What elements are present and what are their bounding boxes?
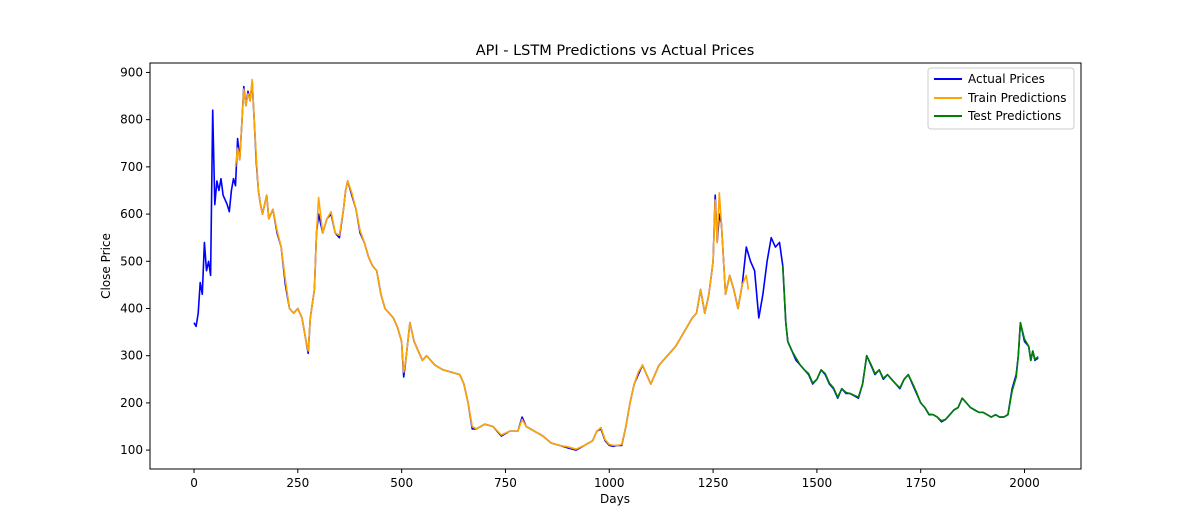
x-tick-label: 1000 [594,476,625,490]
legend: Actual Prices Train Predictions Test Pre… [927,67,1075,130]
x-tick-label: 750 [494,476,517,490]
x-axis: 0 250 500 750 1000 1250 1500 1750 2000 [190,469,1040,490]
x-tick-label: 0 [190,476,198,490]
x-tick-label: 1750 [905,476,936,490]
y-tick-label: 500 [120,254,143,268]
y-tick-label: 400 [120,301,143,315]
legend-entry-test-predictions: Test Predictions [967,109,1061,123]
y-axis: 100 200 300 400 500 600 700 800 900 [120,65,150,457]
y-tick-label: 900 [120,65,143,79]
y-tick-label: 200 [120,396,143,410]
chart-title: API - LSTM Predictions vs Actual Prices [476,43,755,59]
plot-area-frame [149,62,1082,470]
x-tick-label: 2000 [1009,476,1040,490]
x-tick-label: 250 [286,476,309,490]
series-line-train-predictions [234,78,750,451]
series-line-test-predictions [782,265,1039,422]
y-tick-label: 300 [120,349,143,363]
y-tick-label: 800 [120,113,143,127]
legend-entry-actual-prices: Actual Prices [968,72,1045,86]
x-tick-label: 1500 [802,476,833,490]
legend-frame [927,67,1075,130]
y-axis-label: Close Price [99,233,113,299]
y-tick-label: 700 [120,160,143,174]
series-layer [193,78,1039,451]
legend-entry-train-predictions: Train Predictions [967,91,1066,105]
x-tick-label: 1250 [698,476,729,490]
y-tick-label: 600 [120,207,143,221]
x-axis-label: Days [600,492,630,506]
y-tick-label: 100 [120,443,143,457]
x-tick-label: 500 [390,476,413,490]
